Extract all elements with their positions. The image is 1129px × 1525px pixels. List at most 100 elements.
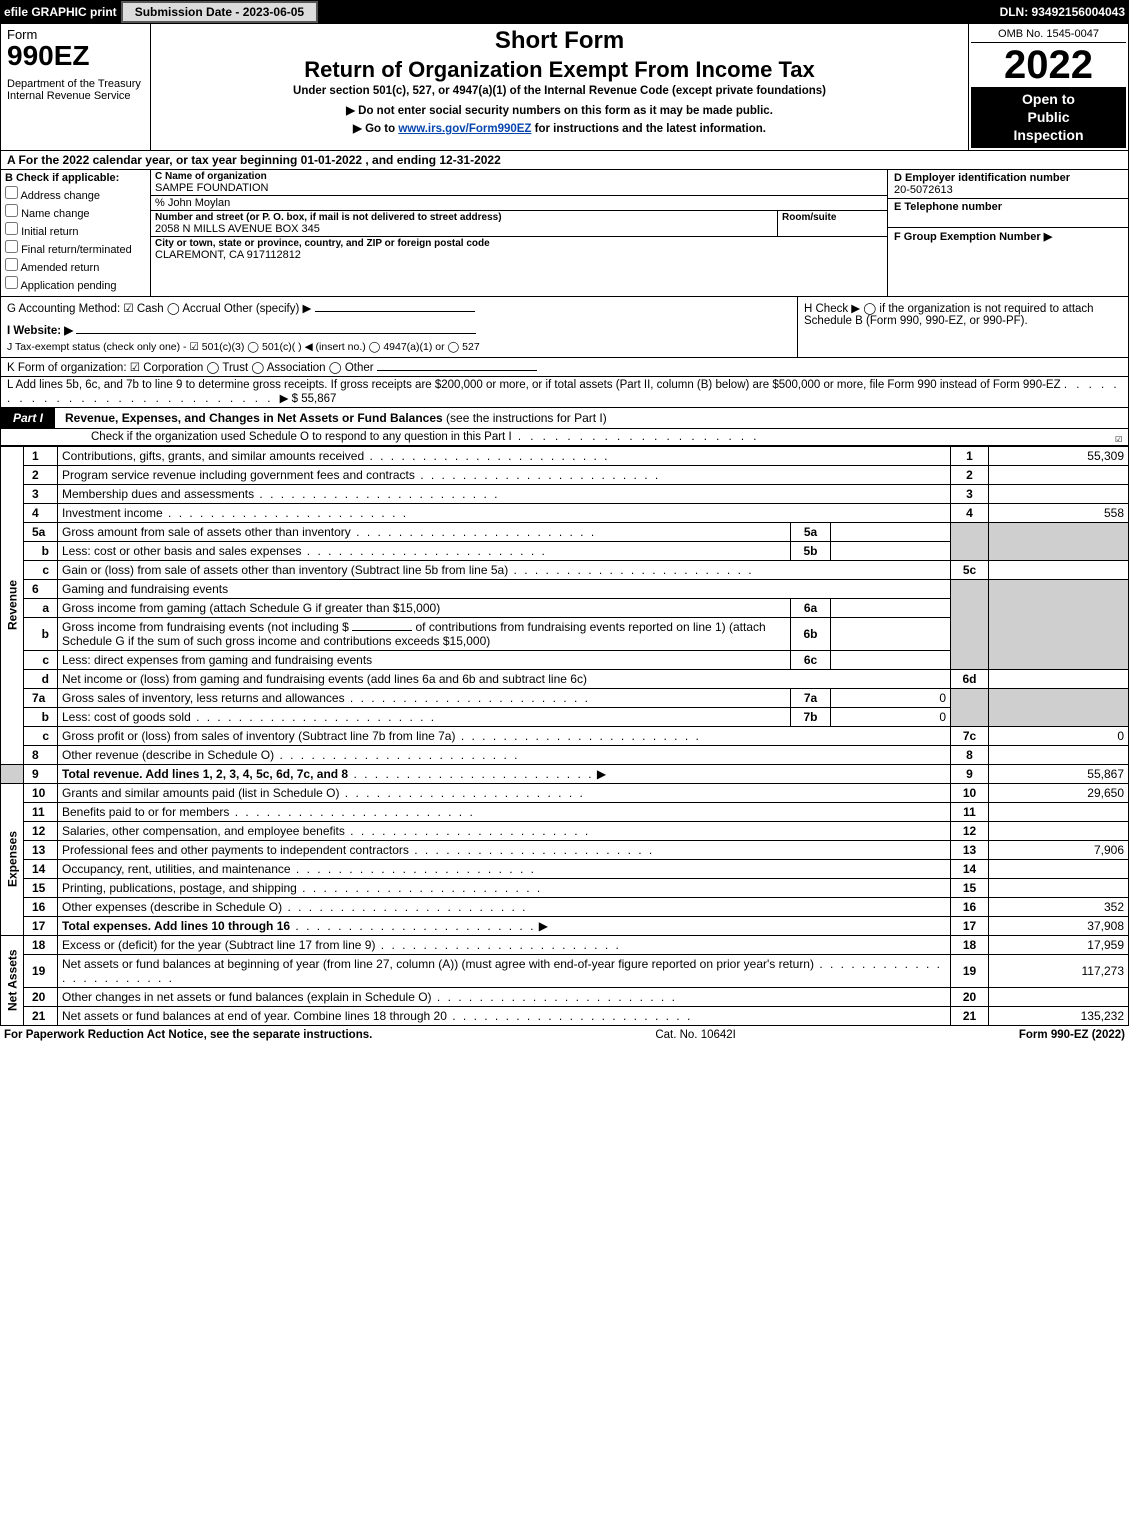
part-1-header: Part I Revenue, Expenses, and Changes in… xyxy=(0,408,1129,429)
chk-application-pending[interactable]: Application pending xyxy=(5,276,146,292)
l7a-iv: 0 xyxy=(831,688,951,707)
l18-rn: 18 xyxy=(951,935,989,954)
l8-desc: Other revenue (describe in Schedule O) xyxy=(62,748,274,762)
l17-desc: Total expenses. Add lines 10 through 16 xyxy=(62,919,290,933)
j-tax-exempt: J Tax-exempt status (check only one) - ☑… xyxy=(7,341,791,353)
l8-num: 8 xyxy=(24,745,58,764)
row-a-tax-year: A For the 2022 calendar year, or tax yea… xyxy=(0,151,1129,170)
line-3: 3 Membership dues and assessments 3 xyxy=(1,484,1129,503)
l1-rn: 1 xyxy=(951,446,989,465)
l6-desc: Gaming and fundraising events xyxy=(58,579,951,598)
l5c-amt xyxy=(989,560,1129,579)
l7a-num: 7a xyxy=(24,688,58,707)
l14-num: 14 xyxy=(24,859,58,878)
irs-link[interactable]: www.irs.gov/Form990EZ xyxy=(398,123,531,135)
l19-rn: 19 xyxy=(951,954,989,987)
g-accounting: G Accounting Method: ☑ Cash ◯ Accrual Ot… xyxy=(7,301,791,315)
chk-name-change-label: Name change xyxy=(21,208,90,220)
l7c-rn: 7c xyxy=(951,726,989,745)
line-2: 2 Program service revenue including gove… xyxy=(1,465,1129,484)
part-1-checkbox[interactable]: ☑ xyxy=(1115,431,1122,445)
l12-amt xyxy=(989,821,1129,840)
l17-rn: 17 xyxy=(951,916,989,935)
l7c-num: c xyxy=(24,726,58,745)
l5b-iv xyxy=(831,541,951,560)
l16-amt: 352 xyxy=(989,897,1129,916)
l5c-desc: Gain or (loss) from sale of assets other… xyxy=(62,563,508,577)
row-l-text: L Add lines 5b, 6c, and 7b to line 9 to … xyxy=(7,379,1061,391)
l15-amt xyxy=(989,878,1129,897)
l6a-num: a xyxy=(24,598,58,617)
l6d-rn: 6d xyxy=(951,669,989,688)
l14-desc: Occupancy, rent, utilities, and maintena… xyxy=(62,862,291,876)
l9-desc: Total revenue. Add lines 1, 2, 3, 4, 5c,… xyxy=(62,767,348,781)
l21-num: 21 xyxy=(24,1006,58,1025)
l15-desc: Printing, publications, postage, and shi… xyxy=(62,881,297,895)
l5a-iv xyxy=(831,522,951,541)
line-14: 14 Occupancy, rent, utilities, and maint… xyxy=(1,859,1129,878)
form-subtitle: Under section 501(c), 527, or 4947(a)(1)… xyxy=(157,85,962,97)
chk-amended-return[interactable]: Amended return xyxy=(5,258,146,274)
l7b-num: b xyxy=(24,707,58,726)
c-city-label: City or town, state or province, country… xyxy=(155,238,883,249)
l2-rn: 2 xyxy=(951,465,989,484)
line-16: 16 Other expenses (describe in Schedule … xyxy=(1,897,1129,916)
header-left: Form 990EZ Department of the Treasury In… xyxy=(1,24,151,150)
l6d-num: d xyxy=(24,669,58,688)
h-schedule-b: H Check ▶ ◯ if the organization is not r… xyxy=(798,297,1128,357)
chk-final-return[interactable]: Final return/terminated xyxy=(5,240,146,256)
l6-num: 6 xyxy=(24,579,58,598)
line-21: 21 Net assets or fund balances at end of… xyxy=(1,1006,1129,1025)
l13-amt: 7,906 xyxy=(989,840,1129,859)
l20-num: 20 xyxy=(24,987,58,1006)
l8-amt xyxy=(989,745,1129,764)
l4-rn: 4 xyxy=(951,503,989,522)
line-10: Expenses 10 Grants and similar amounts p… xyxy=(1,783,1129,802)
line-4: 4 Investment income 4 558 xyxy=(1,503,1129,522)
tax-year: 2022 xyxy=(971,43,1126,87)
f-group-label: F Group Exemption Number ▶ xyxy=(894,230,1122,243)
l5b-num: b xyxy=(24,541,58,560)
l17-num: 17 xyxy=(24,916,58,935)
line-9: 9 Total revenue. Add lines 1, 2, 3, 4, 5… xyxy=(1,764,1129,783)
d-ein-value: 20-5072613 xyxy=(894,184,1122,196)
footer-cat: Cat. No. 10642I xyxy=(655,1029,736,1041)
footer-form: Form 990-EZ (2022) xyxy=(1019,1029,1125,1041)
chk-initial-return[interactable]: Initial return xyxy=(5,222,146,238)
l3-desc: Membership dues and assessments xyxy=(62,487,254,501)
c-care-of: % John Moylan xyxy=(151,196,887,211)
goto-post: for instructions and the latest informat… xyxy=(531,123,766,135)
inspect-2: Public xyxy=(973,108,1124,126)
line-6: 6 Gaming and fundraising events xyxy=(1,579,1129,598)
l7c-desc: Gross profit or (loss) from sales of inv… xyxy=(62,729,455,743)
row-gh: G Accounting Method: ☑ Cash ◯ Accrual Ot… xyxy=(0,297,1129,358)
col-def: D Employer identification number 20-5072… xyxy=(888,170,1128,296)
l16-desc: Other expenses (describe in Schedule O) xyxy=(62,900,282,914)
d-ein-label: D Employer identification number xyxy=(894,172,1122,184)
l9-rn: 9 xyxy=(951,764,989,783)
l10-num: 10 xyxy=(24,783,58,802)
chk-address-change[interactable]: Address change xyxy=(5,186,146,202)
line-19: 19 Net assets or fund balances at beginn… xyxy=(1,954,1129,987)
l1-amt: 55,309 xyxy=(989,446,1129,465)
vlabel-revenue: Revenue xyxy=(1,446,24,764)
page-footer: For Paperwork Reduction Act Notice, see … xyxy=(0,1026,1129,1044)
col-b-header: B Check if applicable: xyxy=(5,172,146,184)
vlabel-expenses: Expenses xyxy=(1,783,24,935)
l4-num: 4 xyxy=(24,503,58,522)
l10-desc: Grants and similar amounts paid (list in… xyxy=(62,786,339,800)
l7a-desc: Gross sales of inventory, less returns a… xyxy=(62,691,345,705)
line-5c: c Gain or (loss) from sale of assets oth… xyxy=(1,560,1129,579)
l5a-desc: Gross amount from sale of assets other t… xyxy=(62,525,351,539)
chk-name-change[interactable]: Name change xyxy=(5,204,146,220)
line-8: 8 Other revenue (describe in Schedule O)… xyxy=(1,745,1129,764)
c-room-label: Room/suite xyxy=(782,212,883,223)
open-public-inspection: Open to Public Inspection xyxy=(971,87,1126,148)
dept-label: Department of the Treasury xyxy=(7,78,144,90)
row-l-amt: ▶ $ 55,867 xyxy=(280,393,337,405)
l6b-num: b xyxy=(24,617,58,650)
header-center: Short Form Return of Organization Exempt… xyxy=(151,24,968,150)
chk-amended-return-label: Amended return xyxy=(20,262,99,274)
l9-amt: 55,867 xyxy=(989,764,1129,783)
line-7c: c Gross profit or (loss) from sales of i… xyxy=(1,726,1129,745)
